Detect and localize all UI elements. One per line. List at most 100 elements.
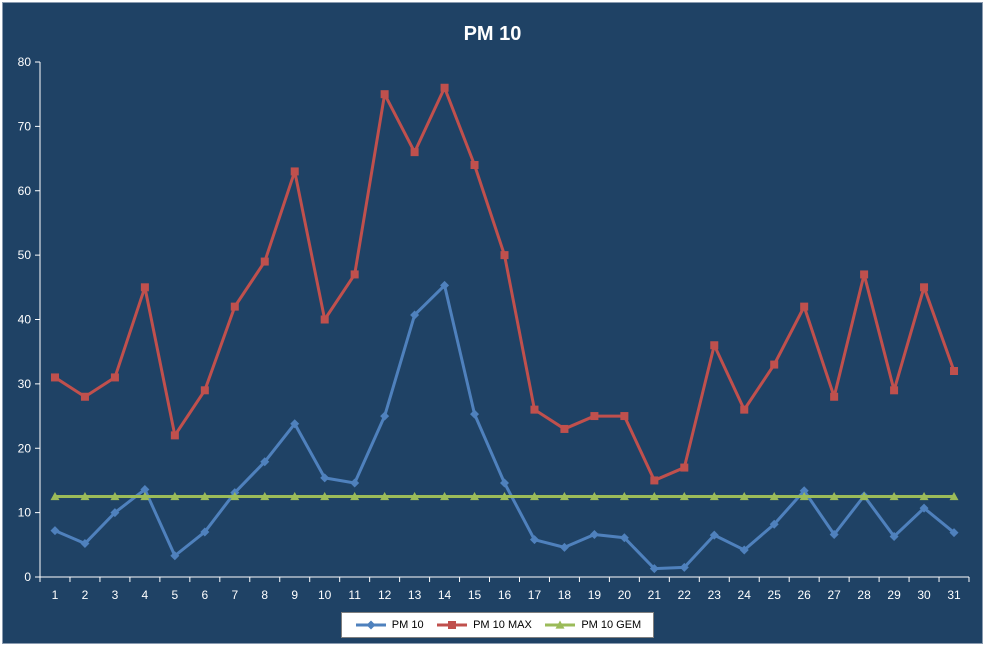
- data-point: [320, 492, 330, 501]
- legend-item: PM 10 GEM: [543, 619, 641, 631]
- data-point: [740, 405, 749, 414]
- data-point: [200, 386, 209, 395]
- data-point: [320, 473, 330, 483]
- x-tick-label: 6: [201, 588, 208, 602]
- data-point: [529, 535, 539, 545]
- data-point: [620, 412, 629, 421]
- data-point: [80, 492, 90, 501]
- data-point: [230, 492, 240, 501]
- x-tick-label: 12: [378, 588, 392, 602]
- data-point: [140, 484, 150, 494]
- x-tick-label: 4: [142, 588, 149, 602]
- data-point: [230, 302, 239, 311]
- data-point: [709, 530, 719, 540]
- data-point: [290, 167, 299, 176]
- x-tick-label: 19: [588, 588, 602, 602]
- x-tick-label: 14: [438, 588, 452, 602]
- y-tick-label: 30: [18, 377, 32, 391]
- legend-item: PM 10: [354, 619, 424, 631]
- data-point: [170, 431, 179, 440]
- legend-label: PM 10: [391, 619, 424, 631]
- data-point: [110, 373, 119, 382]
- x-tick-label: 22: [678, 588, 692, 602]
- legend: PM 10 PM 10 MAX PM 10 GEM: [341, 612, 654, 638]
- legend-marker: [555, 620, 565, 629]
- data-point: [739, 545, 749, 555]
- data-point: [830, 392, 839, 401]
- x-tick-label: 15: [468, 588, 482, 602]
- data-point: [590, 412, 599, 421]
- data-point: [649, 564, 659, 574]
- data-point: [710, 341, 719, 350]
- y-tick-label: 50: [18, 248, 32, 262]
- data-point: [50, 492, 60, 501]
- data-point: [860, 270, 869, 279]
- data-point: [110, 492, 120, 501]
- data-point: [80, 392, 89, 401]
- data-point: [920, 283, 929, 292]
- data-point: [589, 530, 599, 540]
- data-point: [619, 533, 629, 543]
- data-point: [380, 492, 390, 501]
- data-point: [260, 492, 270, 501]
- x-tick-label: 24: [738, 588, 752, 602]
- data-point: [80, 539, 90, 549]
- x-tick-label: 11: [348, 588, 361, 602]
- data-point: [140, 283, 149, 292]
- data-point: [170, 551, 180, 561]
- data-point: [919, 503, 929, 513]
- x-tick-label: 31: [947, 588, 961, 602]
- x-tick-label: 7: [231, 588, 238, 602]
- data-point: [949, 492, 959, 501]
- x-tick-label: 1: [52, 588, 59, 602]
- data-point: [350, 492, 360, 501]
- data-point: [320, 315, 329, 324]
- data-point: [200, 492, 210, 501]
- y-tick-label: 60: [18, 184, 32, 198]
- data-point: [529, 492, 539, 501]
- data-point: [739, 492, 749, 501]
- data-point: [829, 530, 839, 540]
- data-point: [380, 90, 389, 99]
- data-point: [440, 83, 449, 92]
- data-point: [649, 492, 659, 501]
- data-point: [829, 492, 839, 501]
- y-tick-label: 20: [18, 441, 32, 455]
- series-pm-10-max: [50, 83, 959, 485]
- legend-label: PM 10 GEM: [581, 619, 642, 631]
- data-point: [470, 161, 479, 169]
- series-lines: [50, 83, 959, 574]
- data-point: [50, 373, 59, 382]
- x-tick-label: 8: [261, 588, 268, 602]
- x-tick-label: 29: [887, 588, 901, 602]
- series-pm-10-gem: [50, 492, 959, 501]
- data-point: [560, 424, 569, 433]
- y-tick-label: 70: [18, 119, 32, 133]
- x-tick-label: 28: [857, 588, 871, 602]
- y-tick-label: 40: [18, 313, 32, 327]
- data-point: [889, 531, 899, 541]
- x-tick-label: 3: [112, 588, 119, 602]
- x-tick-label: 20: [618, 588, 632, 602]
- x-tick-label: 9: [291, 588, 298, 602]
- legend-marker: [366, 620, 376, 630]
- data-point: [170, 492, 180, 501]
- data-point: [890, 386, 899, 395]
- data-point: [859, 492, 869, 501]
- x-tick-label: 21: [648, 588, 662, 602]
- data-point: [200, 527, 210, 537]
- data-point: [350, 270, 359, 279]
- data-point: [410, 310, 420, 320]
- data-point: [140, 492, 150, 501]
- data-point: [919, 492, 929, 501]
- x-tick-label: 16: [498, 588, 512, 602]
- data-point: [950, 367, 959, 375]
- data-point: [260, 257, 269, 266]
- y-tick-label: 80: [18, 55, 32, 69]
- data-point: [50, 526, 60, 536]
- series-line: [54, 86, 956, 482]
- data-point: [800, 302, 809, 311]
- data-point: [650, 476, 659, 485]
